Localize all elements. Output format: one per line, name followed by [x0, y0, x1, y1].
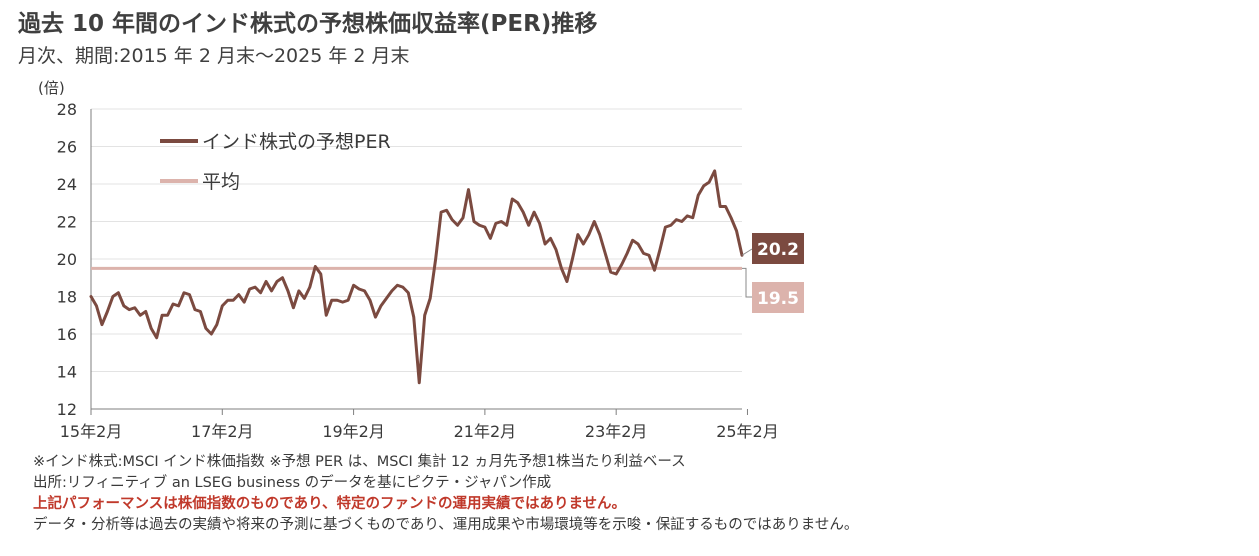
- footnote-disclaimer-performance: 上記パフォーマンスは株価指数のものであり、特定のファンドの運用実績ではありません…: [33, 496, 627, 512]
- end-value-per: 20.2: [757, 240, 799, 260]
- per-line-chart: (倍) 12 14 16 18 20 22 24 26 28 15年2月 17年2月 19年2月 21年…: [38, 79, 804, 441]
- end-value-average: 19.5: [757, 289, 799, 309]
- y-tick-label: 12: [57, 400, 77, 419]
- y-tick-label: 18: [57, 288, 77, 307]
- x-tick-label: 25年2月: [716, 422, 779, 441]
- footnote-disclaimer-data: データ・分析等は過去の実績や将来の予測に基づくものであり、運用成果や市場環境等を…: [33, 517, 859, 533]
- legend-label-per: インド株式の予想PER: [202, 131, 391, 153]
- footnote-definition: ※インド株式:MSCI インド株価指数 ※予想 PER は、MSCI 集計 12…: [33, 454, 686, 470]
- end-label-leader-per: [741, 248, 753, 256]
- y-tick-label: 24: [57, 175, 77, 194]
- chart-subtitle: 月次、期間:2015 年 2 月末～2025 年 2 月末: [18, 45, 410, 67]
- y-tick-label: 16: [57, 325, 77, 344]
- end-label-leader-average: [742, 267, 752, 298]
- y-tick-label: 14: [57, 363, 77, 382]
- footnotes: ※インド株式:MSCI インド株価指数 ※予想 PER は、MSCI 集計 12…: [33, 452, 1248, 536]
- chart-title: 過去 10 年間のインド株式の予想株価収益率(PER)推移: [18, 11, 598, 37]
- y-tick-label: 22: [57, 213, 77, 232]
- y-tick-label: 20: [57, 250, 77, 269]
- x-tick-label: 21年2月: [454, 422, 517, 441]
- end-value-box-per: [752, 233, 804, 264]
- footnote-source: 出所:リフィニティブ an LSEG business のデータを基にピクテ・ジ…: [33, 475, 552, 491]
- end-value-box-average: [752, 282, 804, 313]
- legend-label-average: 平均: [202, 171, 240, 193]
- x-tick-label: 15年2月: [60, 422, 123, 441]
- x-tick-label: 23年2月: [585, 422, 648, 441]
- y-axis-unit-label: (倍): [38, 79, 65, 97]
- y-tick-label: 26: [57, 138, 77, 157]
- x-tick-label: 19年2月: [322, 422, 385, 441]
- x-tick-label: 17年2月: [191, 422, 254, 441]
- y-tick-label: 28: [57, 100, 77, 119]
- per-series-line: [89, 169, 744, 385]
